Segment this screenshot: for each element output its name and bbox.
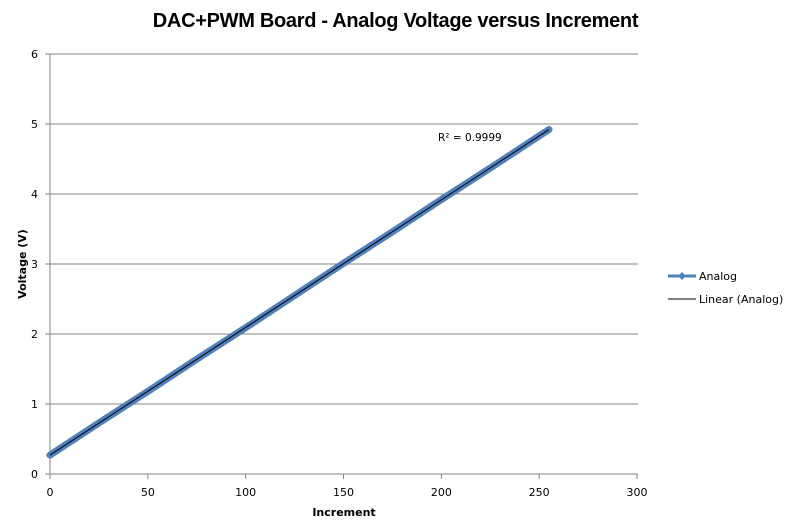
r-squared-annotation: R² = 0.9999 — [438, 132, 502, 144]
y-tick-label: 2 — [31, 328, 38, 341]
y-tick-label: 5 — [31, 118, 38, 131]
x-tick-label: 250 — [529, 486, 550, 499]
x-tick-label: 300 — [627, 486, 648, 499]
x-axis-label: Increment — [312, 506, 375, 519]
y-tick-label: 1 — [31, 398, 38, 411]
x-tick-label: 150 — [333, 486, 354, 499]
legend: Analog Linear (Analog) — [668, 270, 783, 306]
legend-linear-label: Linear (Analog) — [699, 293, 783, 306]
y-axis-label: Voltage (V) — [16, 229, 29, 299]
diamond-marker-icon — [678, 272, 686, 280]
chart-title: DAC+PWM Board - Analog Voltage versus In… — [152, 10, 639, 32]
y-tick-label: 3 — [31, 258, 38, 271]
x-tick-label: 0 — [47, 486, 54, 499]
y-tick-label: 4 — [31, 188, 38, 201]
x-tick-label: 100 — [235, 486, 256, 499]
y-tick-label: 6 — [31, 48, 38, 61]
y-axis-ticks: 0 1 2 3 4 5 6 — [31, 48, 38, 481]
linear-trendline — [49, 129, 550, 456]
legend-analog-label: Analog — [699, 270, 737, 283]
gridlines — [45, 53, 638, 479]
x-tick-label: 50 — [141, 486, 155, 499]
x-tick-label: 200 — [431, 486, 452, 499]
y-tick-label: 0 — [31, 468, 38, 481]
data-series — [46, 125, 553, 460]
x-axis-ticks: 0 50 100 150 200 250 300 — [47, 486, 648, 499]
